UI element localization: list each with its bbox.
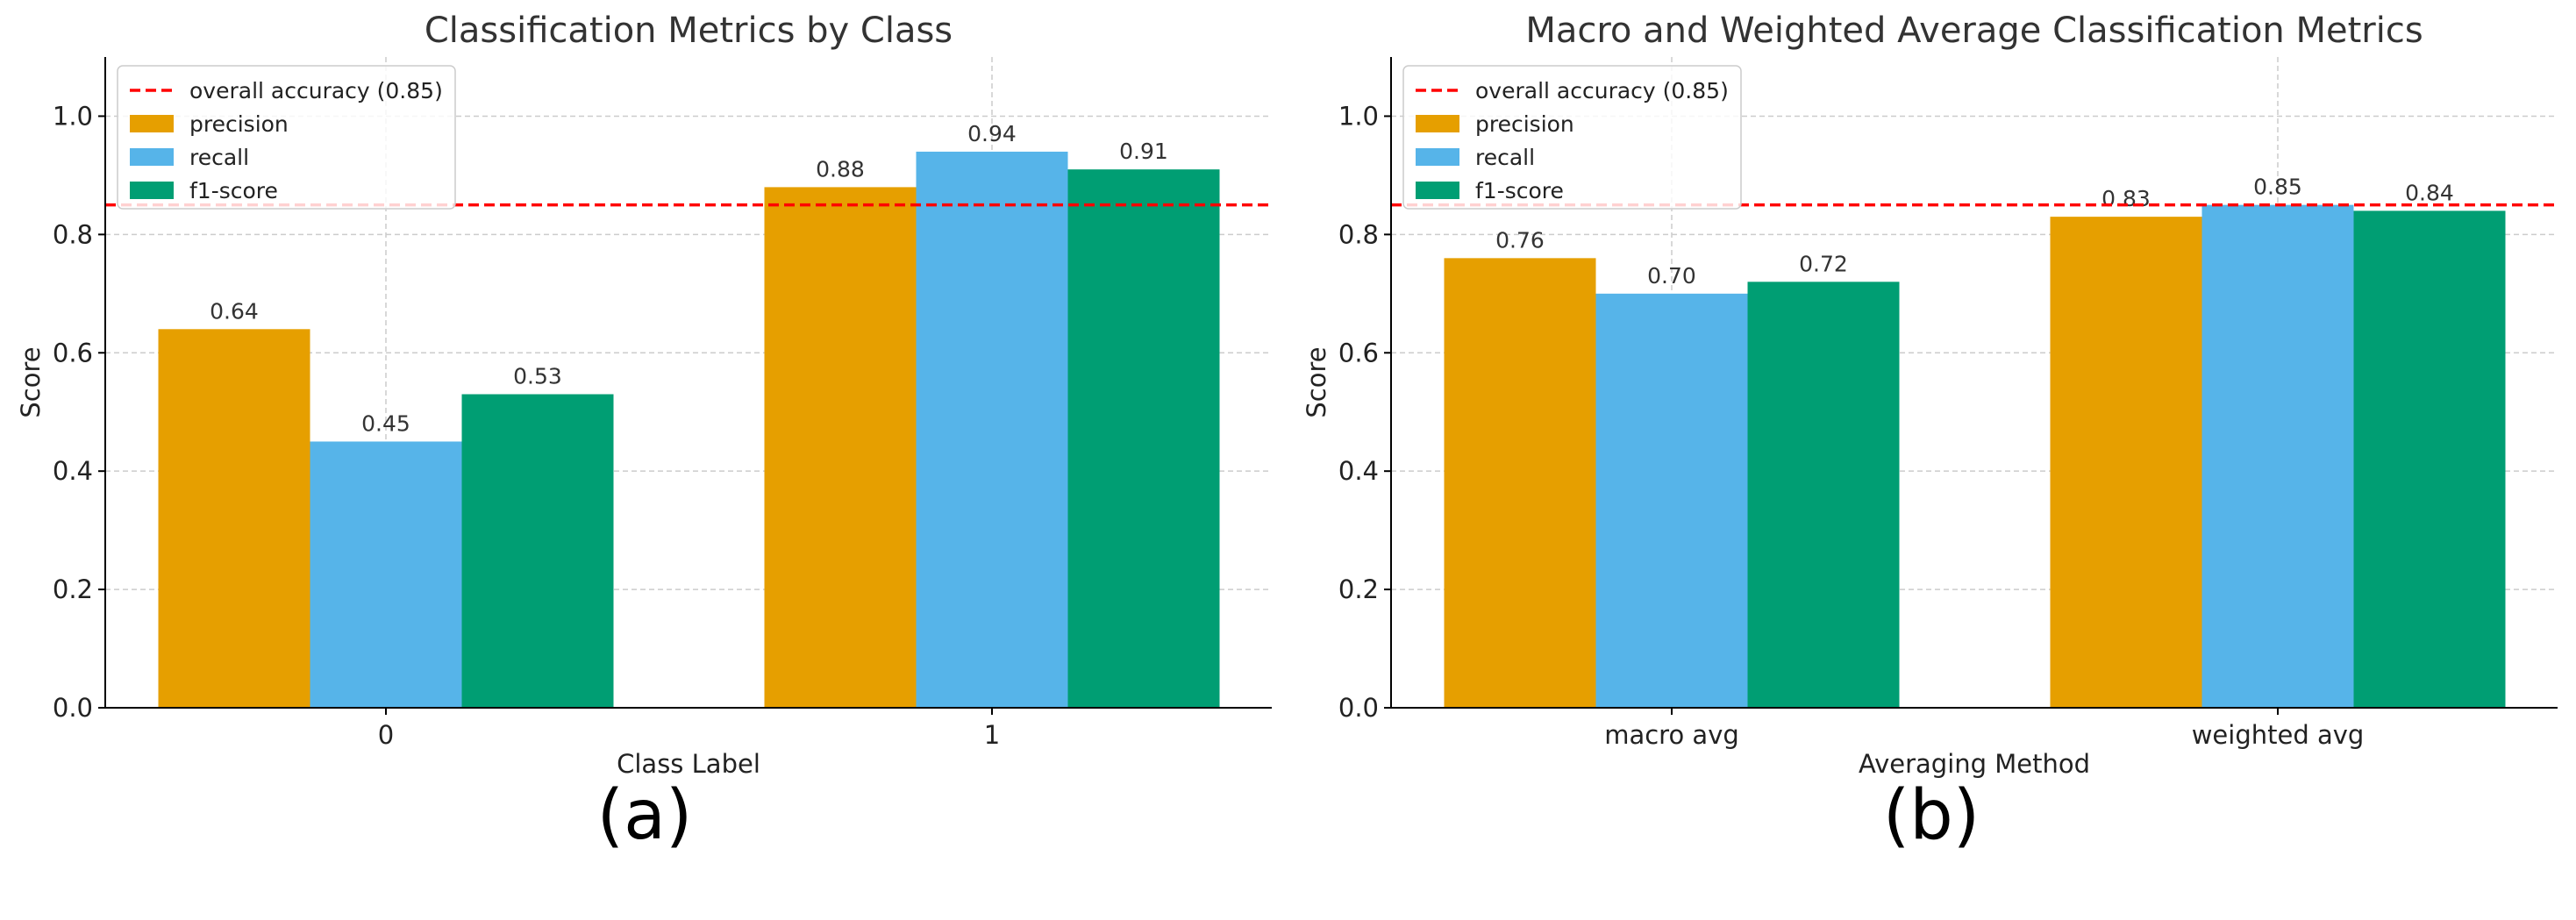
legend-label-recall: recall	[189, 145, 249, 170]
y-tick-label: 1.0	[1338, 101, 1379, 131]
y-tick-label: 0.0	[1338, 693, 1379, 723]
chart-title: Macro and Weighted Average Classificatio…	[1525, 11, 2423, 51]
data-label: 0.88	[816, 156, 865, 182]
bar-precision-1	[764, 187, 917, 708]
x-axis-label: Class Label	[617, 749, 760, 779]
legend-label-accuracy: overall accuracy (0.85)	[189, 78, 443, 103]
data-label: 0.94	[967, 121, 1017, 146]
data-label: 0.45	[361, 410, 410, 436]
y-axis-label: Score	[1302, 346, 1331, 417]
bar-recall-weighted-avg	[2201, 204, 2354, 709]
panel-label-a: (a)	[596, 776, 693, 855]
legend-label-f1-score: f1-score	[1475, 178, 1564, 203]
bar-precision-0	[158, 329, 310, 708]
x-tick-label: 0	[378, 720, 394, 750]
chart-panel-1: 0.64 0.88 0.45 0.94 0.53 0.91 0.0 0.2 0.4 0.6 0.8 1…	[16, 11, 1272, 779]
y-tick-label: 0.6	[53, 338, 93, 367]
chart-panel-2: 0.76 0.83 0.70 0.85 0.72 0.84 0.0 0.2 0.4 0.6 0.8 1…	[1302, 11, 2558, 779]
y-tick-label: 0.2	[1338, 574, 1379, 604]
legend-label-accuracy: overall accuracy (0.85)	[1475, 78, 1729, 103]
data-label: 0.76	[1495, 227, 1545, 253]
y-tick-label: 0.8	[1338, 219, 1379, 249]
data-label: 0.84	[2405, 180, 2454, 205]
bar-precision-macro-avg	[1444, 258, 1596, 708]
y-tick-label: 0.4	[1338, 456, 1379, 486]
y-tick-label: 0.4	[53, 456, 93, 486]
legend-swatch-f1-score	[1416, 182, 1459, 199]
data-label: 0.91	[1119, 139, 1168, 164]
data-label: 0.72	[1799, 251, 1848, 276]
bar-recall-0	[310, 441, 462, 708]
x-tick-label: 1	[984, 720, 1000, 750]
data-label: 0.83	[2101, 186, 2151, 211]
bar-f1-score-1	[1067, 169, 1220, 708]
legend-label-f1-score: f1-score	[189, 178, 278, 203]
chart-title: Classification Metrics by Class	[425, 11, 953, 51]
legend-swatch-recall	[1416, 148, 1459, 166]
legend: overall accuracy (0.85) precision recall f1…	[117, 65, 456, 210]
y-tick-label: 0.6	[1338, 338, 1379, 367]
data-label: 0.53	[513, 363, 562, 389]
legend: overall accuracy (0.85) precision recall f1…	[1402, 65, 1742, 210]
y-tick-label: 1.0	[53, 101, 93, 131]
x-tick-label: macro avg	[1604, 720, 1739, 750]
legend-swatch-precision	[1416, 115, 1459, 132]
legend-box	[117, 65, 456, 210]
data-label: 0.70	[1647, 263, 1696, 289]
y-tick-label: 0.8	[53, 219, 93, 249]
bar-f1-score-weighted-avg	[2353, 210, 2506, 708]
legend-label-precision: precision	[189, 111, 289, 137]
legend-box	[1402, 65, 1742, 210]
y-tick-label: 0.0	[53, 693, 93, 723]
data-label: 0.64	[210, 298, 259, 324]
legend-swatch-f1-score	[130, 182, 174, 199]
panel-label-b: (b)	[1882, 776, 1980, 855]
legend-swatch-precision	[130, 115, 174, 132]
bar-f1-score-macro-avg	[1747, 282, 1900, 708]
y-axis-label: Score	[16, 346, 46, 417]
legend-swatch-recall	[130, 148, 174, 166]
y-tick-label: 0.2	[53, 574, 93, 604]
x-tick-label: weighted avg	[2192, 720, 2365, 750]
bar-recall-macro-avg	[1595, 293, 1748, 708]
bar-precision-weighted-avg	[2050, 217, 2202, 709]
data-label: 0.85	[2253, 175, 2302, 200]
legend-label-precision: precision	[1475, 111, 1574, 137]
x-axis-label: Averaging Method	[1859, 749, 2090, 779]
bar-recall-1	[916, 151, 1068, 709]
bar-f1-score-0	[461, 394, 614, 708]
legend-label-recall: recall	[1475, 145, 1535, 170]
